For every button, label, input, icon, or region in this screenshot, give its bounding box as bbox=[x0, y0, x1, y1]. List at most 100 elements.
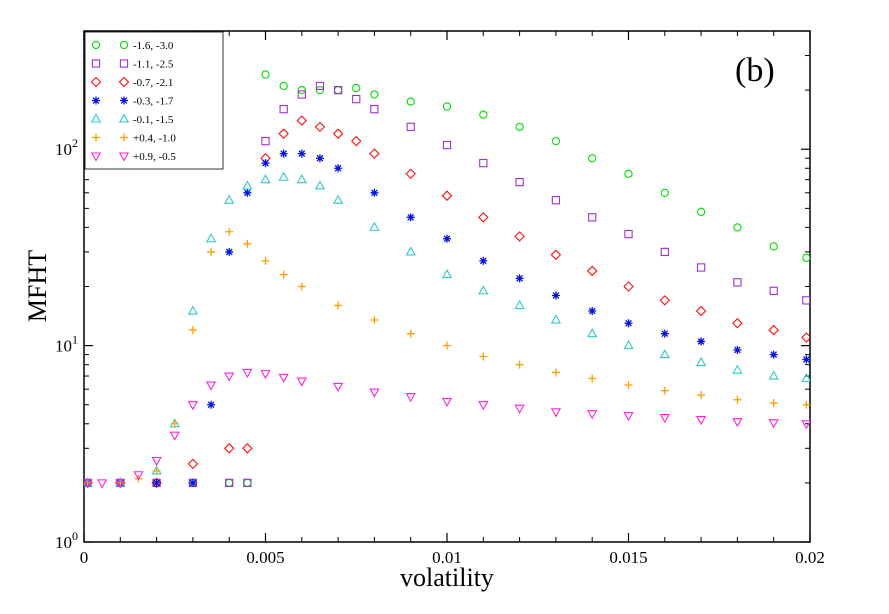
legend-marker bbox=[92, 133, 100, 142]
series-7 bbox=[84, 368, 810, 489]
data-point bbox=[514, 299, 525, 310]
data-point bbox=[297, 282, 306, 291]
legend-item: -1.1, -2.5 bbox=[91, 59, 174, 71]
data-point bbox=[261, 136, 270, 146]
data-point bbox=[660, 188, 669, 197]
data-point bbox=[279, 104, 288, 114]
data-point bbox=[442, 140, 452, 150]
data-point bbox=[624, 381, 633, 390]
data-point bbox=[768, 370, 779, 380]
data-point bbox=[659, 414, 670, 424]
series-5 bbox=[84, 171, 810, 487]
data-point bbox=[187, 305, 199, 315]
data-point bbox=[188, 326, 197, 335]
legend-label: -1.6, -3.0 bbox=[133, 40, 174, 52]
data-point bbox=[769, 242, 778, 251]
data-point bbox=[352, 94, 361, 104]
data-point bbox=[369, 388, 380, 398]
data-point bbox=[732, 364, 743, 374]
data-point bbox=[733, 278, 742, 287]
data-point bbox=[133, 471, 144, 481]
data-point bbox=[406, 97, 415, 106]
data-point bbox=[369, 148, 380, 159]
data-point bbox=[696, 207, 706, 216]
data-point bbox=[296, 174, 307, 184]
data-point bbox=[115, 479, 126, 489]
data-point bbox=[695, 416, 707, 426]
x-tick-label: 0 bbox=[80, 548, 89, 567]
data-point bbox=[332, 194, 344, 204]
data-point bbox=[370, 104, 379, 114]
data-point bbox=[242, 368, 253, 379]
data-point bbox=[243, 239, 252, 248]
data-point bbox=[660, 329, 669, 338]
legend-item: +0.4, -1.0 bbox=[92, 133, 176, 145]
data-point bbox=[588, 154, 597, 163]
data-point bbox=[769, 286, 778, 296]
data-point bbox=[659, 295, 671, 306]
data-point bbox=[801, 372, 810, 383]
data-point bbox=[697, 337, 706, 346]
y-axis-label: MFHT bbox=[23, 250, 52, 322]
data-point bbox=[334, 301, 343, 310]
data-point bbox=[695, 356, 707, 367]
data-point bbox=[84, 479, 93, 489]
data-point bbox=[443, 341, 451, 350]
legend-marker bbox=[91, 59, 101, 68]
legend-marker bbox=[118, 152, 130, 162]
data-point bbox=[224, 372, 235, 382]
legend-item: -0.1, -1.5 bbox=[90, 113, 174, 126]
data-point bbox=[315, 85, 325, 95]
data-point bbox=[188, 478, 197, 487]
data-point bbox=[551, 196, 561, 205]
data-point bbox=[515, 122, 524, 132]
legend-marker bbox=[90, 113, 102, 123]
data-point bbox=[479, 352, 488, 361]
data-point bbox=[261, 159, 270, 168]
y-tick-label: 101 bbox=[55, 333, 78, 356]
data-point bbox=[225, 247, 234, 256]
legend-label: -0.1, -1.5 bbox=[133, 114, 174, 126]
data-point bbox=[207, 400, 216, 409]
legend-marker bbox=[90, 152, 102, 162]
data-point bbox=[315, 81, 325, 91]
data-point bbox=[151, 456, 162, 467]
data-point bbox=[152, 478, 161, 487]
data-point bbox=[550, 314, 562, 324]
data-point bbox=[406, 213, 415, 222]
data-point bbox=[296, 115, 308, 126]
data-point bbox=[296, 377, 307, 387]
data-point bbox=[187, 401, 199, 411]
data-point bbox=[515, 360, 524, 369]
data-point bbox=[297, 90, 306, 99]
data-point bbox=[479, 256, 488, 265]
data-points bbox=[84, 70, 810, 489]
x-axis-label: volatility bbox=[400, 563, 494, 592]
data-point bbox=[550, 408, 562, 418]
data-point bbox=[768, 419, 779, 429]
legend-marker bbox=[119, 59, 129, 68]
data-point bbox=[97, 479, 108, 489]
legend-marker bbox=[118, 76, 130, 88]
data-point bbox=[802, 296, 810, 305]
legend-marker bbox=[119, 40, 129, 50]
data-point bbox=[350, 135, 362, 147]
data-point bbox=[205, 381, 217, 391]
data-point bbox=[514, 404, 525, 414]
x-tick-label: 0.005 bbox=[246, 548, 284, 567]
data-point bbox=[279, 149, 288, 158]
data-point bbox=[732, 418, 743, 428]
data-point bbox=[442, 102, 452, 111]
data-point bbox=[441, 190, 453, 201]
legend-label: +0.4, -1.0 bbox=[133, 133, 176, 145]
data-point bbox=[207, 247, 216, 256]
data-point bbox=[151, 477, 162, 489]
data-point bbox=[278, 373, 289, 383]
data-point bbox=[624, 229, 633, 239]
data-point bbox=[406, 122, 415, 132]
x-tick-label: 0.01 bbox=[432, 548, 462, 567]
data-point bbox=[370, 188, 379, 197]
data-point bbox=[223, 443, 235, 454]
data-point bbox=[478, 285, 489, 295]
data-point bbox=[588, 374, 597, 383]
